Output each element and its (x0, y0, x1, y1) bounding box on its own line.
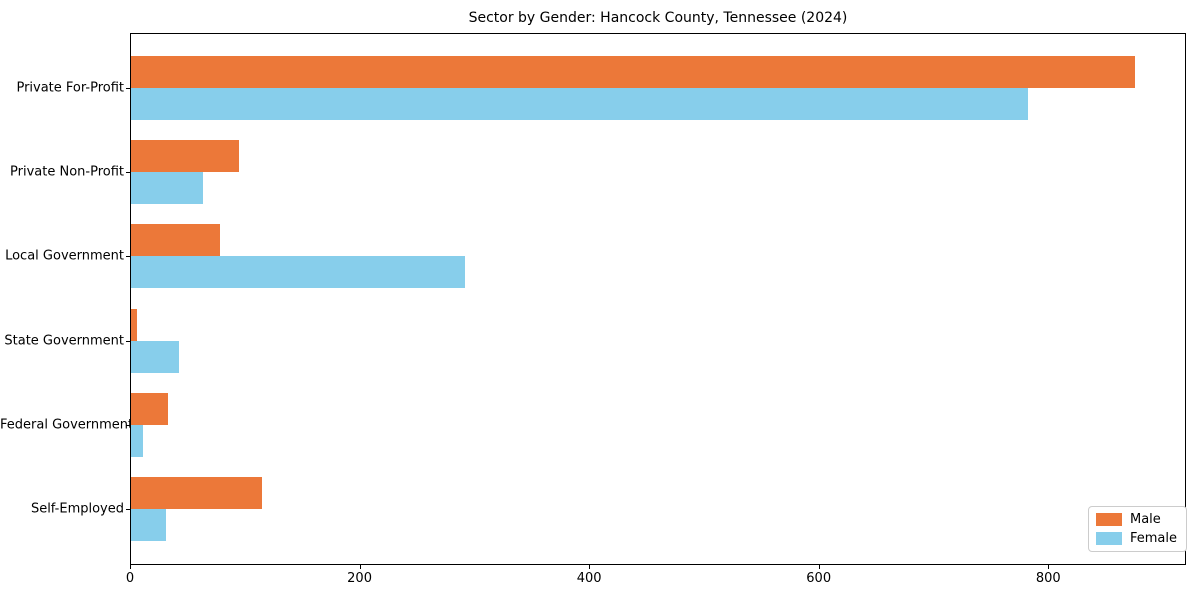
bar-male-private-non-profit (131, 140, 239, 173)
y-tick-label-private-for-profit: Private For-Profit (16, 80, 124, 96)
x-tick-mark (130, 565, 131, 569)
y-tick-label-private-non-profit: Private Non-Profit (10, 164, 124, 180)
x-tick-label-800: 800 (1035, 571, 1061, 586)
legend-swatch-male (1096, 513, 1122, 526)
y-tick-mark (126, 424, 130, 426)
legend: Male Female (1088, 506, 1188, 552)
bar-male-local-government (131, 224, 220, 257)
bar-female-private-for-profit (131, 88, 1028, 120)
y-tick-label-self-employed: Self-Employed (30, 501, 124, 517)
y-tick-mark (126, 256, 130, 258)
legend-item-male: Male (1096, 512, 1177, 527)
x-tick-mark (1048, 565, 1050, 569)
x-tick-mark (818, 565, 820, 569)
chart-title: Sector by Gender: Hancock County, Tennes… (468, 10, 848, 26)
x-tick-label-0: 0 (125, 571, 135, 586)
legend-label-male: Male (1130, 512, 1161, 527)
y-tick-label-state-government: State Government (4, 333, 124, 349)
y-tick-label-local-government: Local Government (5, 248, 124, 264)
bar-female-federal-government (131, 424, 143, 457)
bar-male-self-employed (131, 477, 262, 509)
bar-female-private-non-profit (131, 172, 203, 205)
plot-area (130, 33, 1186, 565)
legend-label-female: Female (1130, 531, 1178, 546)
bar-male-private-for-profit (131, 56, 1135, 88)
y-tick-mark (126, 509, 130, 510)
x-tick-label-200: 200 (347, 571, 372, 586)
bar-male-federal-government (131, 392, 168, 425)
x-tick-label-600: 600 (806, 571, 832, 586)
y-tick-mark (126, 172, 130, 174)
bar-male-state-government (131, 308, 137, 341)
bar-female-self-employed (131, 509, 166, 541)
x-tick-mark (359, 565, 361, 569)
legend-item-female: Female (1096, 531, 1177, 546)
y-tick-label-federal-government: Federal Government (0, 417, 134, 433)
y-tick-mark (126, 88, 130, 89)
bar-female-state-government (131, 340, 179, 373)
x-tick-mark (589, 565, 591, 569)
bar-female-local-government (131, 256, 465, 289)
legend-swatch-female (1096, 532, 1122, 545)
x-tick-label-400: 400 (576, 571, 602, 586)
y-tick-mark (126, 340, 130, 342)
